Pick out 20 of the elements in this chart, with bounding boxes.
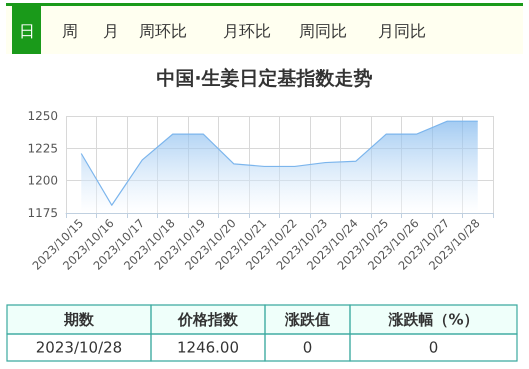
text: 月环比 [223,22,271,40]
text: 月 [103,22,119,40]
text: 0 [428,338,438,356]
text: 周 [62,22,78,40]
text: 0 [302,338,312,356]
y-tick-label: 1225 [27,141,58,156]
text: 期数 [63,310,95,328]
text: 涨跌幅（%） [387,310,479,328]
y-tick-label: 1250 [27,109,58,123]
text: 周环比 [139,22,187,40]
text: 涨跌值 [284,310,330,328]
text: 1246.00 [176,338,240,356]
text: 2023/10/28 [36,338,122,356]
text: 月同比 [378,22,426,40]
text: 周同比 [299,22,347,40]
chart-title: 中国·生姜日定基指数走势 [156,68,373,90]
y-tick-label: 1200 [27,174,58,188]
text: 日 [19,22,35,40]
y-tick-label: 1175 [27,206,58,220]
text: 价格指数 [177,310,239,328]
